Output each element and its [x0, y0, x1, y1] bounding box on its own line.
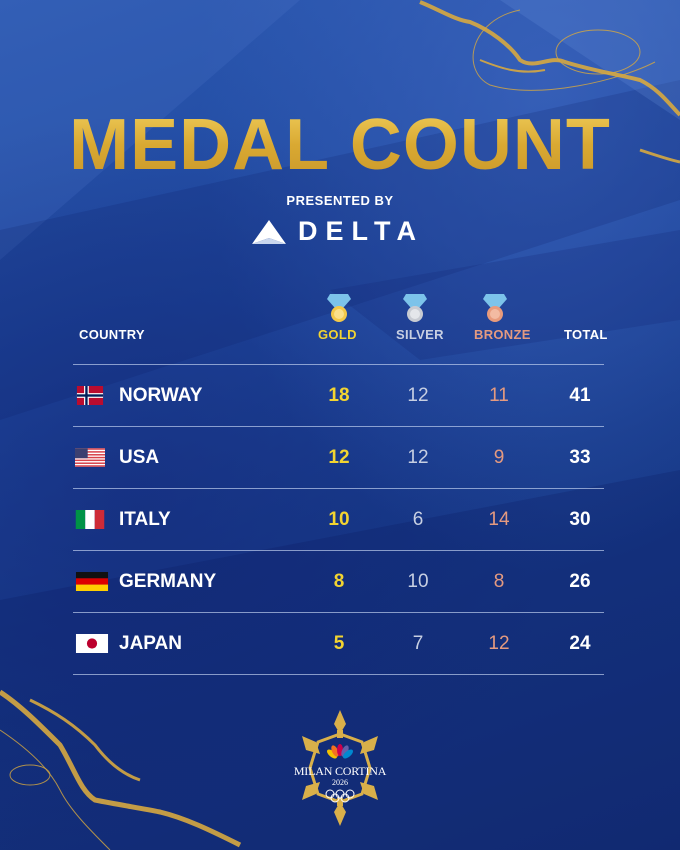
table-header: COUNTRY GOLD SILVER BRONZE TOTAL — [73, 290, 607, 365]
italy-flag-icon — [75, 510, 105, 529]
snowflake-emblem-icon — [302, 710, 378, 826]
table-row: ITALY 10 6 14 30 — [73, 489, 604, 551]
column-total: TOTAL — [564, 327, 608, 342]
country-name: USA — [119, 447, 160, 468]
usa-flag-icon — [75, 448, 105, 467]
sponsor-logo: DELTA — [252, 216, 424, 247]
olympic-rings-icon — [325, 789, 355, 803]
table-row: GERMANY 8 10 8 26 — [73, 551, 604, 613]
column-country: COUNTRY — [79, 327, 145, 342]
logo-name: MILAN CORTINA — [293, 764, 387, 778]
country-name: ITALY — [119, 509, 171, 530]
silver-count: 6 — [412, 509, 424, 530]
gold-count: 18 — [328, 385, 350, 406]
table-row: NORWAY 18 12 11 41 — [73, 365, 604, 427]
gold-medal-icon — [327, 294, 351, 322]
bronze-medal-icon — [483, 294, 507, 322]
norway-flag-icon — [76, 386, 104, 405]
table-row: USA 12 12 9 33 — [73, 427, 604, 489]
silver-count: 12 — [407, 385, 429, 406]
silver-count: 12 — [407, 447, 429, 468]
silver-medal-icon — [403, 294, 427, 322]
nbc-peacock-icon — [327, 744, 353, 759]
logo-year: 2026 — [332, 778, 348, 787]
gold-count: 8 — [333, 571, 345, 592]
medal-table: COUNTRY GOLD SILVER BRONZE TOTAL — [73, 290, 607, 675]
country-name: GERMANY — [119, 571, 217, 592]
bronze-count: 9 — [493, 447, 505, 468]
gold-count: 5 — [333, 633, 345, 654]
japan-flag-icon — [75, 634, 109, 653]
germany-flag-icon — [75, 572, 109, 591]
country-name: JAPAN — [119, 633, 182, 654]
page-title: MEDAL COUNT — [0, 104, 680, 186]
total-count: 24 — [569, 633, 591, 654]
column-gold: GOLD — [318, 327, 357, 342]
silver-count: 10 — [407, 571, 429, 592]
total-count: 41 — [569, 385, 591, 406]
column-bronze: BRONZE — [474, 327, 531, 342]
sponsor-name: DELTA — [298, 216, 424, 246]
presented-by-label: PRESENTED BY — [286, 193, 394, 208]
gold-count: 10 — [328, 509, 350, 530]
bronze-count: 12 — [488, 633, 510, 654]
delta-widget-icon — [252, 219, 286, 244]
table-row: JAPAN 5 7 12 24 — [73, 613, 604, 675]
bronze-count: 14 — [488, 509, 510, 530]
total-count: 30 — [569, 509, 591, 530]
bronze-count: 8 — [493, 571, 505, 592]
gold-count: 12 — [328, 447, 350, 468]
total-count: 33 — [569, 447, 591, 468]
bronze-count: 11 — [489, 385, 509, 406]
milan-cortina-logo: MILAN CORTINA 2026 — [290, 708, 390, 828]
country-name: NORWAY — [119, 385, 203, 406]
total-count: 26 — [569, 571, 591, 592]
silver-count: 7 — [412, 633, 424, 654]
column-silver: SILVER — [396, 327, 444, 342]
